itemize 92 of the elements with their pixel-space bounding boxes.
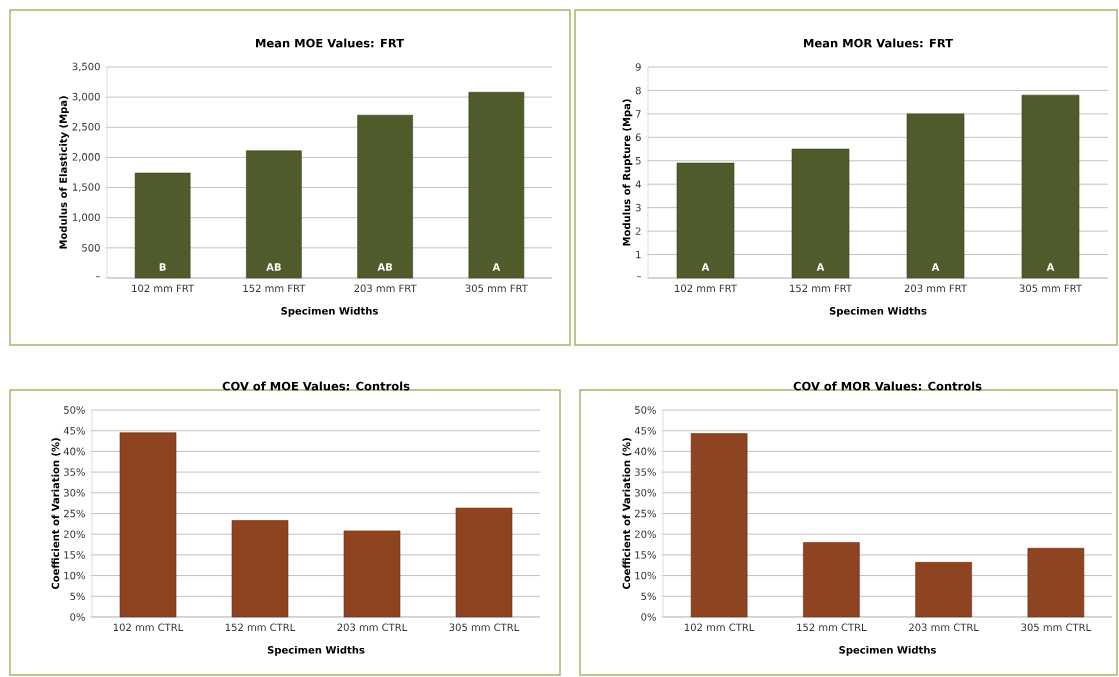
annotation: AB bbox=[266, 263, 281, 271]
bar bbox=[915, 562, 972, 618]
x-axis-title: Specimen Widths bbox=[281, 306, 378, 317]
x-tick-label: 102 mm CTRL bbox=[113, 623, 184, 632]
x-tick-label: 203 mm FRT bbox=[354, 284, 417, 293]
y-tick-label: 5% bbox=[70, 592, 85, 601]
y-tick-label: 8 bbox=[635, 86, 641, 95]
y-tick-label: 25% bbox=[63, 509, 85, 518]
y-tick-label: 50% bbox=[64, 406, 85, 414]
x-tick-label: 152 mm FRT bbox=[790, 284, 853, 293]
y-tick-label: 9 bbox=[635, 63, 641, 71]
y-tick-label: 3 bbox=[635, 203, 641, 212]
x-tick-label: 203 mm CTRL bbox=[909, 623, 979, 632]
y-tick-label: 50% bbox=[635, 406, 656, 414]
x-tick-label: 203 mm CTRL bbox=[337, 623, 408, 632]
annotation: A bbox=[492, 263, 501, 271]
x-axis-title: Specimen Widths bbox=[839, 645, 936, 656]
x-tick-label: 305 mm CTRL bbox=[1021, 623, 1092, 632]
bar bbox=[1021, 94, 1080, 279]
y-tick-label: 40% bbox=[63, 447, 85, 456]
y-tick-label: 20% bbox=[634, 530, 656, 538]
bar bbox=[119, 432, 177, 618]
y-tick-label: 2,500 bbox=[72, 122, 100, 132]
y-tick-label: 45% bbox=[63, 426, 85, 435]
bar bbox=[676, 162, 735, 279]
y-axis-title: Modulus of Elasticity (Mpa) bbox=[59, 96, 69, 249]
bar bbox=[468, 92, 525, 279]
x-tick-label: 102 mm FRT bbox=[132, 284, 195, 293]
bar bbox=[791, 148, 850, 279]
y-tick-label: 15% bbox=[635, 551, 656, 559]
chart-title: Mean MOR Values: FRT bbox=[804, 38, 953, 48]
bar bbox=[803, 542, 860, 618]
bar bbox=[357, 114, 413, 279]
y-tick-label: 4 bbox=[635, 180, 641, 188]
y-tick-label: 30% bbox=[635, 489, 656, 497]
bar bbox=[1027, 547, 1085, 618]
x-tick-label: 305 mm FRT bbox=[465, 284, 528, 293]
bar bbox=[246, 150, 302, 279]
x-tick-label: 152 mm FRT bbox=[243, 284, 306, 293]
bar bbox=[134, 172, 191, 279]
y-tick-label: 10% bbox=[635, 571, 656, 580]
y-tick-label: 0% bbox=[70, 613, 85, 621]
annotation: B bbox=[159, 263, 166, 271]
annotation: A bbox=[816, 263, 825, 271]
y-tick-label: 1,500 bbox=[72, 183, 100, 192]
y-tick-label: 5 bbox=[635, 157, 641, 165]
y-tick-label: 7 bbox=[635, 110, 641, 118]
y-tick-label: 1,000 bbox=[72, 213, 100, 222]
y-tick-label: 20% bbox=[63, 530, 85, 538]
y-axis-title: Coefficient of Variation (%) bbox=[51, 438, 61, 590]
bar bbox=[690, 433, 748, 618]
y-tick-label: 10% bbox=[64, 571, 85, 580]
y-tick-label: 0% bbox=[641, 613, 656, 621]
y-tick-label: 15% bbox=[64, 551, 85, 559]
y-tick-label: – bbox=[636, 276, 641, 278]
x-tick-label: 203 mm FRT bbox=[904, 284, 968, 293]
y-axis-title: Modulus of Rupture (Mpa) bbox=[622, 99, 633, 246]
y-tick-label: 40% bbox=[634, 447, 656, 456]
x-tick-label: 152 mm CTRL bbox=[225, 623, 296, 632]
y-tick-label: 3,000 bbox=[72, 92, 100, 102]
bar bbox=[231, 520, 289, 618]
chart-title: COV of MOE Values: Controls bbox=[222, 381, 410, 391]
x-axis-title: Specimen Widths bbox=[267, 645, 365, 656]
y-tick-label: 45% bbox=[634, 426, 656, 435]
y-tick-label: – bbox=[95, 276, 100, 278]
y-tick-label: 2,000 bbox=[72, 153, 100, 162]
x-axis-title: Specimen Widths bbox=[829, 306, 927, 317]
y-tick-label: 35% bbox=[635, 468, 656, 476]
annotation: A bbox=[1046, 263, 1055, 271]
annotation: A bbox=[931, 263, 940, 271]
bar bbox=[343, 530, 401, 618]
y-tick-label: 1 bbox=[636, 250, 641, 259]
x-tick-label: 152 mm CTRL bbox=[797, 623, 867, 632]
annotation: A bbox=[701, 263, 710, 271]
y-tick-label: 6 bbox=[635, 133, 641, 142]
y-tick-label: 35% bbox=[64, 468, 85, 476]
y-tick-label: 5% bbox=[641, 592, 656, 601]
x-tick-label: 102 mm CTRL bbox=[684, 623, 755, 632]
x-tick-label: 305 mm CTRL bbox=[449, 623, 520, 632]
x-tick-label: 102 mm FRT bbox=[675, 284, 738, 293]
x-tick-label: 305 mm FRT bbox=[1019, 284, 1083, 293]
y-tick-label: 25% bbox=[634, 509, 656, 518]
y-tick-label: 30% bbox=[64, 489, 85, 497]
chart-title: Mean MOE Values: FRT bbox=[256, 38, 404, 48]
y-tick-label: 3,500 bbox=[72, 62, 100, 72]
y-tick-label: 2 bbox=[635, 227, 641, 235]
bar bbox=[906, 113, 965, 279]
bar bbox=[455, 507, 513, 618]
chart-title: COV of MOR Values: Controls bbox=[793, 381, 982, 391]
y-axis-title: Coefficient of Variation (%) bbox=[622, 438, 632, 590]
annotation: AB bbox=[377, 263, 393, 271]
y-tick-label: 500 bbox=[82, 244, 100, 252]
